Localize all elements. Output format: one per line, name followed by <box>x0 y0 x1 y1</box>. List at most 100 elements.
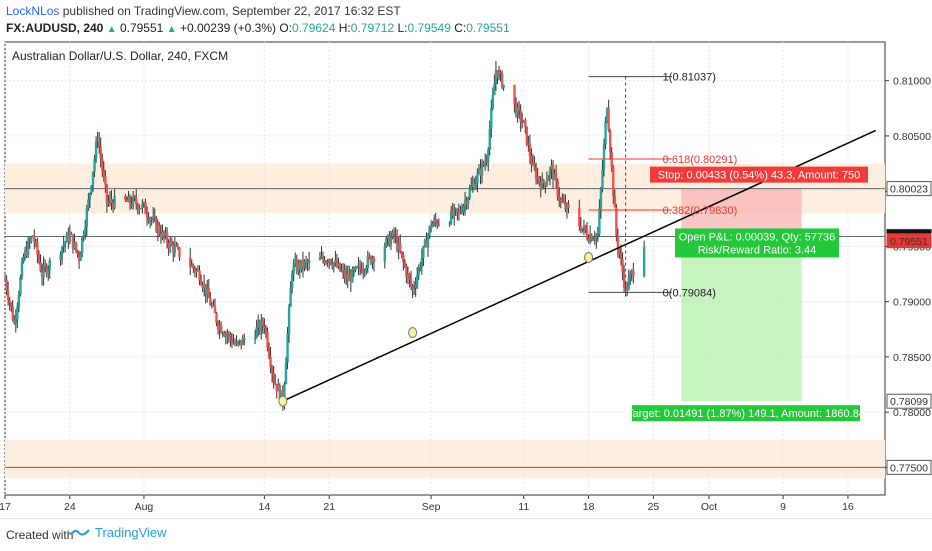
candle-body <box>544 183 547 186</box>
candle-body <box>164 232 167 237</box>
candle-body <box>562 201 566 203</box>
candle-body <box>426 235 430 248</box>
price-change: +0.00239 (+0.3%) <box>179 21 277 35</box>
candle-body <box>386 235 390 239</box>
candle-body <box>371 258 374 264</box>
pivot-marker <box>584 251 594 263</box>
candle-body <box>189 257 192 267</box>
candle-body <box>192 264 195 269</box>
candle-body <box>30 237 33 242</box>
candle-body <box>323 259 326 264</box>
candle-body <box>494 70 498 85</box>
zone-band-1 <box>5 439 885 479</box>
candle-body <box>471 183 474 187</box>
candle-body <box>420 257 424 268</box>
candle-body <box>331 263 334 267</box>
candle-body <box>416 275 419 285</box>
candle-body <box>525 126 529 145</box>
candle-body <box>324 261 328 264</box>
candle-body <box>632 270 635 277</box>
candle-body <box>33 236 36 243</box>
candle-body <box>39 261 42 272</box>
candle-body <box>238 339 241 342</box>
x-tick-label: 16 <box>842 501 854 513</box>
fib-level-label: 0(0.79084) <box>663 287 716 299</box>
candle-body <box>34 242 38 244</box>
candle-body <box>113 195 116 209</box>
candle-body <box>488 128 491 150</box>
close-value: 0.79551 <box>466 21 510 35</box>
candle-body <box>193 268 197 272</box>
candle-body <box>212 305 215 307</box>
candle-body <box>320 255 323 258</box>
candle-body <box>124 195 127 200</box>
candle-body <box>417 266 420 276</box>
candle-body <box>144 202 147 214</box>
candle-body <box>290 273 294 289</box>
candle-body <box>272 373 275 383</box>
pivot-marker <box>408 327 418 339</box>
candle-body <box>99 146 102 159</box>
candle-body <box>176 246 180 248</box>
candle-body <box>318 257 322 261</box>
x-tick-label: Sep <box>422 501 441 513</box>
axis-price-label-box <box>886 459 932 475</box>
candle-body <box>297 262 300 272</box>
candle-body <box>437 224 441 226</box>
candle-body <box>173 246 177 253</box>
price-chart[interactable]: 0.810000.805000.800000.795000.790000.785… <box>0 40 932 518</box>
candle-body <box>454 208 458 210</box>
candle-body <box>307 260 311 264</box>
candle-body <box>419 266 422 268</box>
candle-body <box>394 235 397 237</box>
candle-body <box>298 262 302 270</box>
candle-body <box>158 225 161 234</box>
low-label: L: <box>397 21 408 35</box>
candle-body <box>196 270 200 272</box>
target-label-text: Target: 0.01491 (1.87%) 149.1, Amount: 1… <box>627 408 865 420</box>
candle-body <box>338 263 342 271</box>
candle-body <box>451 210 454 217</box>
candle-body <box>43 265 47 267</box>
tradingview-brand[interactable]: TradingView <box>70 525 167 540</box>
candle-body <box>491 95 495 109</box>
candle-body <box>19 277 22 295</box>
x-tick-label: 11 <box>518 501 529 513</box>
candle-body <box>561 200 564 202</box>
candle-body <box>199 280 203 285</box>
candle-body <box>449 210 453 224</box>
candle-body <box>62 244 65 247</box>
candle-body <box>13 319 16 323</box>
candle-body <box>559 199 562 201</box>
candle-body <box>587 237 590 242</box>
footer: Created with TradingView <box>0 518 932 551</box>
candle-body <box>432 219 436 224</box>
candle-body <box>366 256 370 269</box>
candle-body <box>423 240 427 247</box>
open-label: O: <box>279 21 293 35</box>
axis-price-label: 0.80023 <box>890 184 928 196</box>
candle-body <box>105 184 109 203</box>
candle-body <box>47 269 50 274</box>
candle-body <box>473 183 476 189</box>
candle-body <box>14 318 18 323</box>
fib-level-label: 0.618(0.80291) <box>663 154 738 166</box>
candle-body <box>218 325 221 330</box>
candle-body <box>198 270 201 281</box>
candle-body <box>11 306 14 320</box>
candle-body <box>536 176 539 180</box>
author-link[interactable]: LockNLos <box>6 4 60 18</box>
candle-body <box>334 260 337 263</box>
candle-body <box>412 287 416 290</box>
candle-body <box>621 259 624 273</box>
candle-body <box>3 279 7 281</box>
tradingview-logo-icon <box>70 528 90 536</box>
candle-body <box>592 239 595 241</box>
x-tick-label: 17 <box>0 501 11 513</box>
candle-body <box>303 261 306 268</box>
candle-body <box>289 288 292 307</box>
candle-body <box>564 202 567 210</box>
pnl-label-box <box>675 228 839 258</box>
candle-body <box>385 238 388 247</box>
candle-body <box>550 164 553 170</box>
